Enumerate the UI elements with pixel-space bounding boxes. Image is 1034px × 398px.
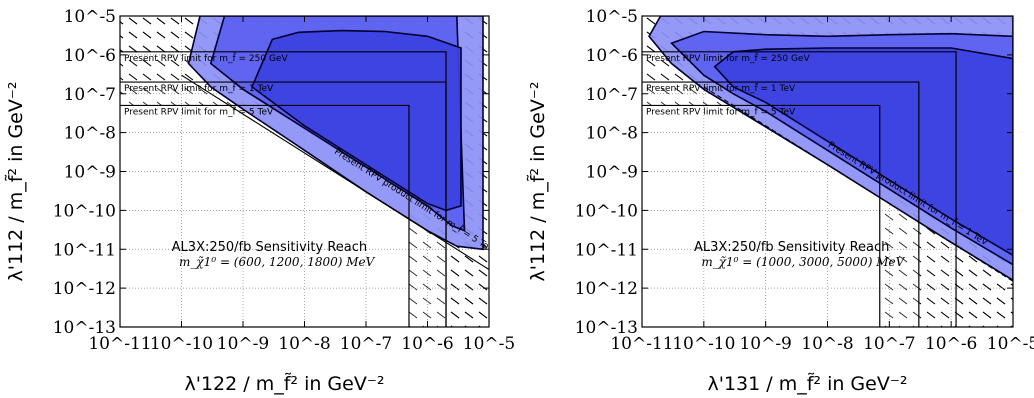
sensitivity-reach-label: AL3X:250/fb Sensitivity Reach: [172, 240, 367, 255]
x-tick-label: 10^-5: [463, 334, 515, 354]
x-tick-label: 10^-6: [401, 334, 453, 354]
y-tick-label: 10^-11: [53, 240, 116, 260]
rpv-limit-label: Present RPV limit for m_f̃ = 1 TeV: [646, 82, 796, 94]
rpv-limit-line-1: [120, 81, 447, 327]
y-tick-label: 10^-13: [575, 318, 638, 338]
rpv-limit-label: Present RPV limit for m_f̃ = 250 GeV: [124, 52, 288, 64]
rpv-limit-line-1: [642, 81, 920, 327]
y-tick-label: 10^-13: [53, 318, 116, 338]
y-tick-label: 10^-8: [64, 124, 116, 144]
chart-panel-right: Present RPV limit for m_f̃ = 250 GeV Pres…: [527, 7, 1034, 395]
rpv-limit-label: Present RPV limit for m_f̃ = 5 TeV: [646, 106, 796, 118]
chart-panel-left: Present RPV limit for m_f̃ = 250 GeV Pres…: [5, 7, 516, 395]
y-tick-label: 10^-10: [575, 201, 638, 221]
x-tick-label: 10^-11: [610, 334, 673, 354]
x-tick-label: 10^-11: [88, 334, 151, 354]
product-limit-line: [703, 86, 1013, 282]
neutralino-mass-label: m_χ̃1⁰ = (1000, 3000, 5000) MeV: [701, 255, 905, 269]
x-tick-label: 10^-10: [672, 334, 735, 354]
sensitivity-reach-label: AL3X:250/fb Sensitivity Reach: [694, 240, 889, 255]
y-tick-label: 10^-7: [586, 85, 638, 105]
x-tick-label: 10^-7: [863, 334, 915, 354]
y-tick-label: 10^-7: [64, 85, 116, 105]
x-tick-label: 10^-9: [217, 334, 269, 354]
x-tick-label: 10^-10: [150, 334, 213, 354]
x-tick-label: 10^-7: [340, 334, 392, 354]
plot-area: Present RPV limit for m_f̃ = 250 GeV Pres…: [120, 16, 489, 327]
y-axis-label: λ'112 / m_f̃² in GeV⁻²: [527, 82, 549, 282]
y-tick-label: 10^-12: [53, 279, 116, 299]
rpv-limit-label: Present RPV limit for m_f̃ = 5 TeV: [124, 106, 274, 118]
rpv-limit-line-2: [642, 104, 881, 327]
y-tick-label: 10^-6: [586, 46, 638, 66]
rpv-limit-line-0: [642, 51, 957, 327]
x-tick-label: 10^-9: [739, 334, 791, 354]
y-tick-label: 10^-12: [575, 279, 638, 299]
y-tick-label: 10^-11: [575, 240, 638, 260]
rpv-limit-line-2: [120, 104, 410, 327]
plot-area: Present RPV limit for m_f̃ = 250 GeV Pres…: [642, 16, 1013, 327]
rpv-limit-label: Present RPV limit for m_f̃ = 1 TeV: [124, 82, 274, 94]
y-axis-label: λ'112 / m_f̃² in GeV⁻²: [5, 82, 27, 282]
neutralino-mass-label: m_χ̃1⁰ = (600, 1200, 1800) MeV: [179, 255, 376, 269]
x-tick-label: 10^-5: [987, 334, 1034, 354]
y-tick-label: 10^-8: [586, 124, 638, 144]
x-axis-label: λ'131 / m_f̃² in GeV⁻²: [708, 373, 908, 395]
x-axis-label: λ'122 / m_f̃² in GeV⁻²: [185, 373, 385, 395]
x-tick-label: 10^-6: [925, 334, 977, 354]
y-tick-label: 10^-6: [64, 46, 116, 66]
product-limit-line: [181, 74, 489, 271]
y-tick-label: 10^-9: [586, 163, 638, 183]
y-tick-label: 10^-5: [586, 7, 638, 27]
y-tick-label: 10^-5: [64, 7, 116, 27]
rpv-limit-label: Present RPV limit for m_f̃ = 250 GeV: [646, 52, 810, 64]
x-tick-label: 10^-8: [801, 334, 853, 354]
x-tick-label: 10^-8: [278, 334, 330, 354]
sensitivity-region-3: [713, 47, 1013, 257]
y-tick-label: 10^-9: [64, 163, 116, 183]
y-tick-label: 10^-10: [53, 201, 116, 221]
